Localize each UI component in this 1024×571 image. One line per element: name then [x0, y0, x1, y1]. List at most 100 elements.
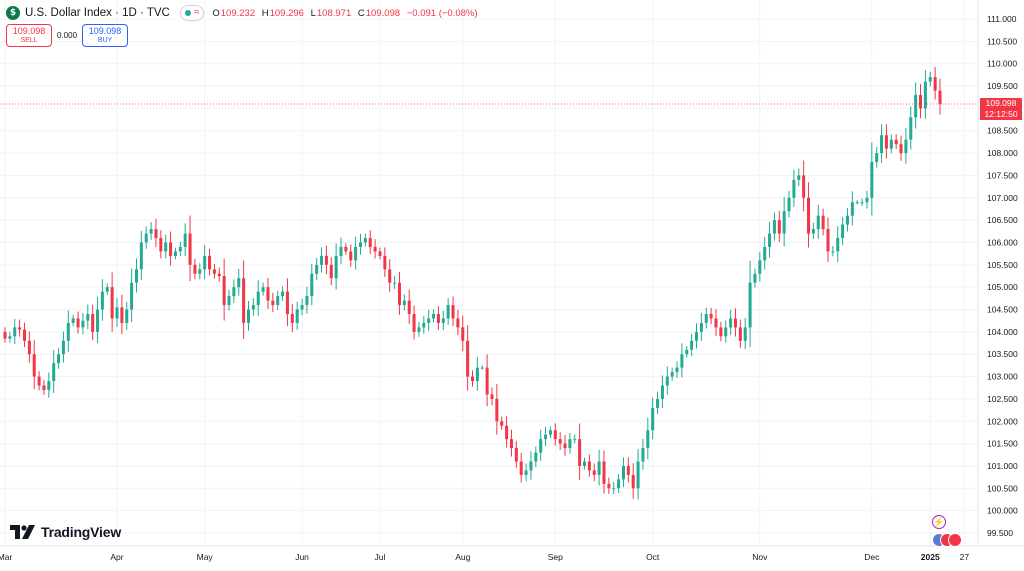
- candle-body: [680, 354, 684, 368]
- x-tick-label: Oct: [646, 552, 660, 562]
- tradingview-logo-icon: [10, 525, 35, 539]
- open-label: O: [212, 7, 220, 19]
- x-tick-label: Dec: [864, 552, 880, 562]
- candle: [456, 309, 460, 336]
- x-tick-label: Apr: [110, 552, 123, 562]
- candle: [709, 307, 713, 325]
- y-tick-label: 100.500: [987, 483, 1018, 493]
- candle: [865, 190, 869, 209]
- candle-body: [178, 246, 182, 252]
- y-tick-label: 102.000: [987, 416, 1018, 426]
- candle-body: [475, 367, 479, 382]
- candle: [850, 191, 854, 226]
- candle-body: [76, 318, 80, 328]
- y-tick-label: 103.500: [987, 349, 1018, 359]
- candle: [919, 84, 923, 119]
- candle-body: [3, 331, 7, 339]
- candle: [295, 301, 299, 330]
- candle: [232, 279, 236, 304]
- candle-body: [587, 461, 591, 471]
- y-tick-label: 101.000: [987, 461, 1018, 471]
- candle-body: [738, 327, 742, 341]
- candle: [57, 348, 61, 369]
- candle-body: [578, 439, 582, 466]
- close-value: 109.098: [365, 7, 401, 19]
- y-tick-label: 108.000: [987, 148, 1018, 158]
- candle: [675, 361, 679, 378]
- sell-button[interactable]: 109.098 SELL: [6, 24, 52, 47]
- candle-body: [617, 479, 621, 489]
- buy-button[interactable]: 109.098 BUY: [82, 24, 129, 47]
- candle: [772, 212, 776, 241]
- candle: [52, 349, 56, 394]
- economic-events-icon[interactable]: [932, 533, 962, 547]
- market-status-pill[interactable]: ≈: [179, 5, 205, 21]
- candle-body: [412, 313, 416, 332]
- candle-body: [685, 349, 689, 355]
- candle: [388, 259, 392, 292]
- candle: [524, 463, 528, 482]
- candle: [446, 298, 450, 325]
- y-tick-label: 109.500: [987, 81, 1018, 91]
- candle: [461, 315, 465, 352]
- candle: [451, 296, 455, 327]
- candle-body: [324, 255, 328, 265]
- symbol-title[interactable]: U.S. Dollar Index · 1D · TVC: [25, 7, 170, 19]
- candle: [139, 230, 143, 280]
- candle-body: [110, 287, 114, 319]
- candle-body: [27, 340, 31, 355]
- tradingview-logo[interactable]: TradingView: [10, 524, 121, 540]
- candle: [909, 106, 913, 150]
- candle: [495, 384, 499, 435]
- candle-body: [563, 443, 567, 449]
- candle: [373, 239, 377, 259]
- candle: [758, 251, 762, 282]
- candle-body: [237, 278, 241, 288]
- candle: [86, 304, 90, 330]
- candle: [130, 268, 134, 323]
- candle: [300, 298, 304, 316]
- candle: [227, 289, 231, 311]
- candle: [690, 333, 694, 357]
- candle-body: [777, 220, 781, 234]
- candle-body: [656, 398, 660, 408]
- candle-body: [456, 318, 460, 328]
- candle: [811, 222, 815, 240]
- candle-body: [529, 461, 533, 471]
- candle-body: [363, 238, 367, 243]
- candle: [821, 208, 825, 236]
- candle: [475, 356, 479, 391]
- buy-label: BUY: [97, 36, 113, 44]
- candle: [276, 290, 280, 310]
- candle-body: [894, 139, 898, 145]
- candle-body: [631, 474, 635, 489]
- candle: [928, 71, 932, 87]
- candle: [329, 257, 333, 286]
- candle-body: [792, 179, 796, 198]
- candle-body: [130, 282, 134, 310]
- candle-body: [729, 318, 733, 328]
- candle-body: [271, 300, 275, 306]
- candle: [704, 307, 708, 329]
- candle-body: [402, 300, 406, 306]
- candle: [592, 463, 596, 482]
- candle-body: [378, 251, 382, 256]
- candle-body: [534, 452, 538, 462]
- candle-body: [285, 291, 289, 314]
- candle: [763, 236, 767, 270]
- candle-body: [115, 307, 119, 319]
- candle: [164, 234, 168, 259]
- candle-body: [71, 318, 75, 323]
- candle-body: [251, 305, 255, 310]
- candle: [208, 248, 212, 276]
- candle: [363, 233, 367, 247]
- candle: [553, 423, 557, 446]
- candle: [563, 434, 567, 456]
- candle: [349, 244, 353, 267]
- candle-body: [164, 242, 168, 252]
- candle-body: [368, 238, 372, 247]
- flash-icon[interactable]: ⚡: [932, 515, 946, 529]
- candle-body: [47, 381, 51, 390]
- candle: [500, 416, 504, 430]
